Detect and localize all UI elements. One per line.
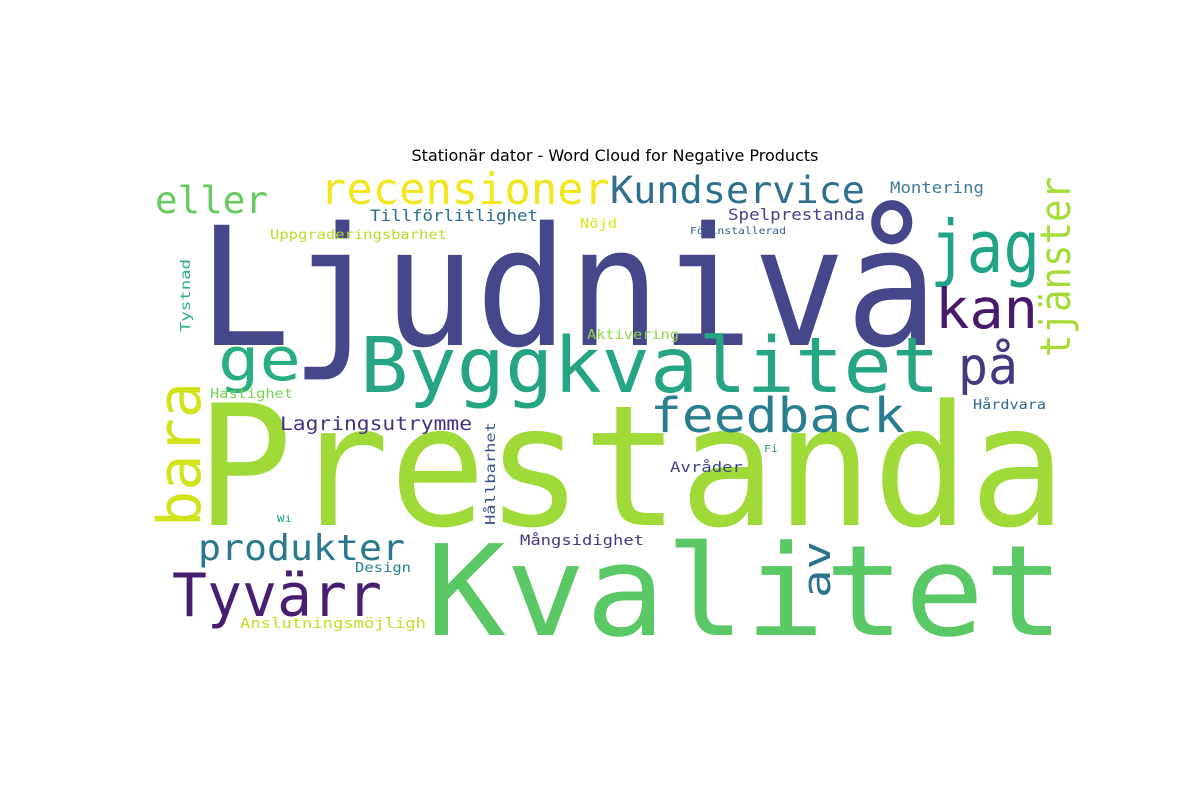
word-montering: Montering xyxy=(890,178,984,197)
word-prestanda: Prestanda xyxy=(196,369,1066,565)
word-anslutningsmöjligh: Anslutningsmöjligh xyxy=(240,616,426,632)
word-wi: Wi xyxy=(277,514,292,525)
word-förinstallerad: Förinstallerad xyxy=(690,226,786,237)
word-hastighet: Hastighet xyxy=(210,387,293,402)
word-avråder: Avråder xyxy=(670,459,743,476)
word-hållbarhet: Hållbarhet xyxy=(484,422,499,525)
word-på: på xyxy=(958,337,1018,397)
word-recensioner: recensioner xyxy=(320,164,610,215)
word-aktivering: Aktivering xyxy=(587,328,679,343)
word-av: av xyxy=(795,541,839,598)
word-spelprestanda: Spelprestanda xyxy=(728,205,865,224)
word-feedback: feedback xyxy=(650,388,905,444)
word-mångsidighet: Mångsidighet xyxy=(520,532,644,549)
word-uppgraderingsbarhet: Uppgraderingsbarhet xyxy=(270,228,447,243)
word-ljudnivå: Ljudnivå xyxy=(198,192,938,384)
word-fi: Fi xyxy=(764,444,778,455)
word-eller: eller xyxy=(155,179,268,222)
word-bara: bara xyxy=(145,382,215,527)
word-tjänster: tjänster xyxy=(1031,177,1080,357)
word-produkter: produkter xyxy=(198,528,405,569)
word-design: Design xyxy=(355,561,411,576)
word-lagringsutrymme: Lagringsutrymme xyxy=(280,413,472,435)
word-jag: jag xyxy=(930,205,1040,289)
word-kundservice: Kundservice xyxy=(610,169,865,212)
word-kvalitet: Kvalitet xyxy=(426,518,1064,665)
word-kan: kan xyxy=(935,277,1038,341)
word-ge: ge xyxy=(218,325,301,395)
word-byggkvalitet: Byggkvalitet xyxy=(360,322,940,411)
word-nöjd: Nöjd xyxy=(580,217,617,232)
word-tillförlitlighet: Tillförlitlighet xyxy=(370,206,538,225)
word-tyvärr: Tyvärr xyxy=(172,561,382,631)
word-tystnad: Tystnad xyxy=(179,259,194,332)
chart-title: Stationär dator - Word Cloud for Negativ… xyxy=(411,146,819,165)
word-hårdvara: Hårdvara xyxy=(973,398,1046,413)
